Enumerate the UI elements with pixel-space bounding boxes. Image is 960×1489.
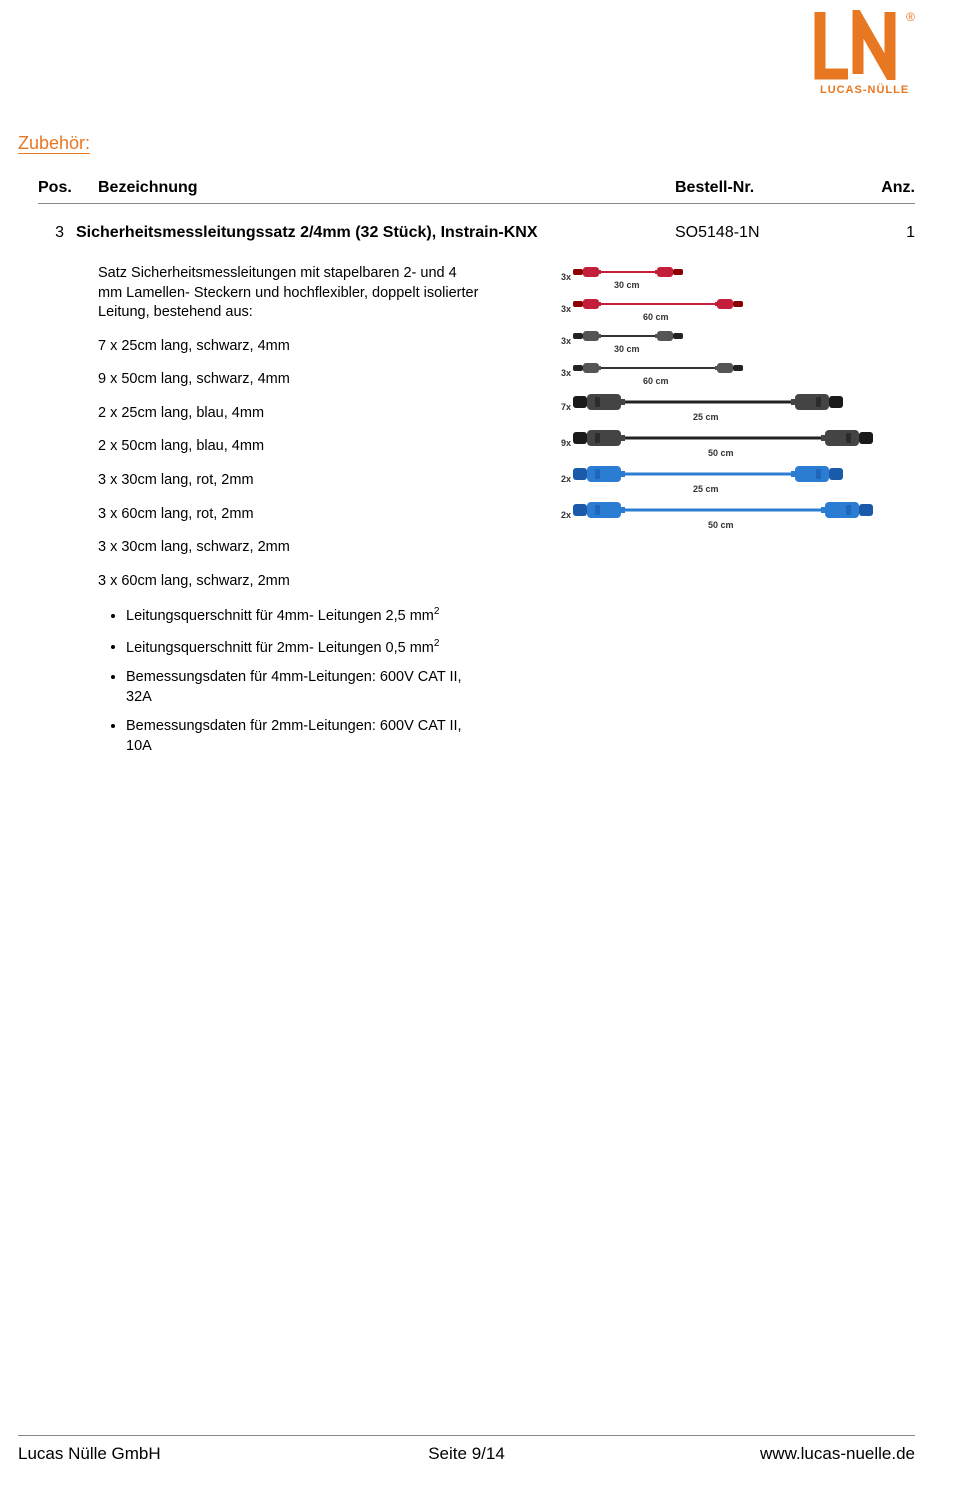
lead-graphic: 25 cm <box>573 392 843 422</box>
section-title: Zubehör: <box>18 133 915 154</box>
description-column: Satz Sicherheitsmessleitungen mit stapel… <box>98 264 483 766</box>
leads-diagram: 3x 30 cm3x 60 cm3x 30 cm3x 6 <box>553 264 873 530</box>
header-qty: Anz. <box>855 179 915 197</box>
lead-qty-label: 9x <box>553 438 571 448</box>
lead-length-label: 50 cm <box>708 448 734 458</box>
spec-bullet: Leitungsquerschnitt für 2mm- Leitungen 0… <box>126 637 483 658</box>
footer-page: Seite 9/14 <box>317 1444 616 1464</box>
lead-row: 3x 60 cm <box>553 296 873 322</box>
lead-row: 3x 30 cm <box>553 264 873 290</box>
lead-graphic: 30 cm <box>573 264 683 290</box>
lead-qty-label: 3x <box>553 272 571 282</box>
table-row: 3 Sicherheitsmessleitungssatz 2/4mm (32 … <box>38 204 915 242</box>
lead-qty-label: 3x <box>553 368 571 378</box>
spec-line: 2 x 25cm lang, blau, 4mm <box>98 404 483 424</box>
lead-graphic: 30 cm <box>573 328 683 354</box>
item-qty: 1 <box>855 224 915 242</box>
lead-row: 3x 60 cm <box>553 360 873 386</box>
illustration-column: 3x 30 cm3x 60 cm3x 30 cm3x 6 <box>483 264 915 766</box>
intro-paragraph: Satz Sicherheitsmessleitungen mit stapel… <box>98 264 483 323</box>
page: ® LUCAS-NÜLLE Zubehör: Pos. Bezeichnung … <box>0 0 960 1489</box>
page-footer: Lucas Nülle GmbH Seite 9/14 www.lucas-nu… <box>18 1435 915 1464</box>
header-order: Bestell-Nr. <box>675 179 855 197</box>
header-pos: Pos. <box>38 179 98 197</box>
registered-icon: ® <box>906 10 915 24</box>
lead-length-label: 60 cm <box>643 312 669 322</box>
item-pos: 3 <box>38 224 76 242</box>
footer-company: Lucas Nülle GmbH <box>18 1444 317 1464</box>
ln-logo-svg <box>814 10 902 80</box>
lead-graphic: 60 cm <box>573 360 743 386</box>
spec-line: 7 x 25cm lang, schwarz, 4mm <box>98 337 483 357</box>
lead-qty-label: 2x <box>553 474 571 484</box>
item-title: Sicherheitsmessleitungssatz 2/4mm (32 St… <box>76 224 675 242</box>
content-row: Satz Sicherheitsmessleitungen mit stapel… <box>38 264 915 766</box>
lead-row: 9x 50 cm <box>553 428 873 458</box>
lead-graphic: 25 cm <box>573 464 843 494</box>
lead-qty-label: 3x <box>553 336 571 346</box>
footer-url: www.lucas-nuelle.de <box>616 1444 915 1464</box>
spec-line: 3 x 60cm lang, rot, 2mm <box>98 505 483 525</box>
lead-qty-label: 2x <box>553 510 571 520</box>
lead-length-label: 50 cm <box>708 520 734 530</box>
lead-length-label: 30 cm <box>614 344 640 354</box>
spec-line: 9 x 50cm lang, schwarz, 4mm <box>98 370 483 390</box>
spec-bullets: Leitungsquerschnitt für 4mm- Leitungen 2… <box>126 605 483 756</box>
lead-graphic: 50 cm <box>573 428 873 458</box>
spec-line: 3 x 30cm lang, rot, 2mm <box>98 471 483 491</box>
spec-bullet: Bemessungsdaten für 2mm-Leitungen: 600V … <box>126 717 483 756</box>
lead-graphic: 50 cm <box>573 500 873 530</box>
lead-length-label: 25 cm <box>693 484 719 494</box>
logo-mark: ® <box>814 10 915 80</box>
lead-graphic: 60 cm <box>573 296 743 322</box>
spec-bullet: Leitungsquerschnitt für 4mm- Leitungen 2… <box>126 605 483 626</box>
spec-bullet: Bemessungsdaten für 4mm-Leitungen: 600V … <box>126 668 483 707</box>
accessories-table: Pos. Bezeichnung Bestell-Nr. Anz. 3 Sich… <box>38 179 915 766</box>
spec-line: 3 x 60cm lang, schwarz, 2mm <box>98 572 483 592</box>
brand-logo: ® LUCAS-NÜLLE <box>814 10 915 96</box>
spec-line: 2 x 50cm lang, blau, 4mm <box>98 437 483 457</box>
table-header-row: Pos. Bezeichnung Bestell-Nr. Anz. <box>38 179 915 204</box>
lead-qty-label: 3x <box>553 304 571 314</box>
lead-row: 2x 25 cm <box>553 464 873 494</box>
lead-qty-label: 7x <box>553 402 571 412</box>
lead-length-label: 60 cm <box>643 376 669 386</box>
lead-row: 2x 50 cm <box>553 500 873 530</box>
spec-lines: 7 x 25cm lang, schwarz, 4mm 9 x 50cm lang… <box>98 337 483 592</box>
logo-text: LUCAS-NÜLLE <box>814 84 915 96</box>
lead-row: 7x 25 cm <box>553 392 873 422</box>
lead-length-label: 30 cm <box>614 280 640 290</box>
lead-length-label: 25 cm <box>693 412 719 422</box>
spec-line: 3 x 30cm lang, schwarz, 2mm <box>98 538 483 558</box>
header-desc: Bezeichnung <box>98 179 675 197</box>
item-order: SO5148-1N <box>675 224 855 242</box>
lead-row: 3x 30 cm <box>553 328 873 354</box>
